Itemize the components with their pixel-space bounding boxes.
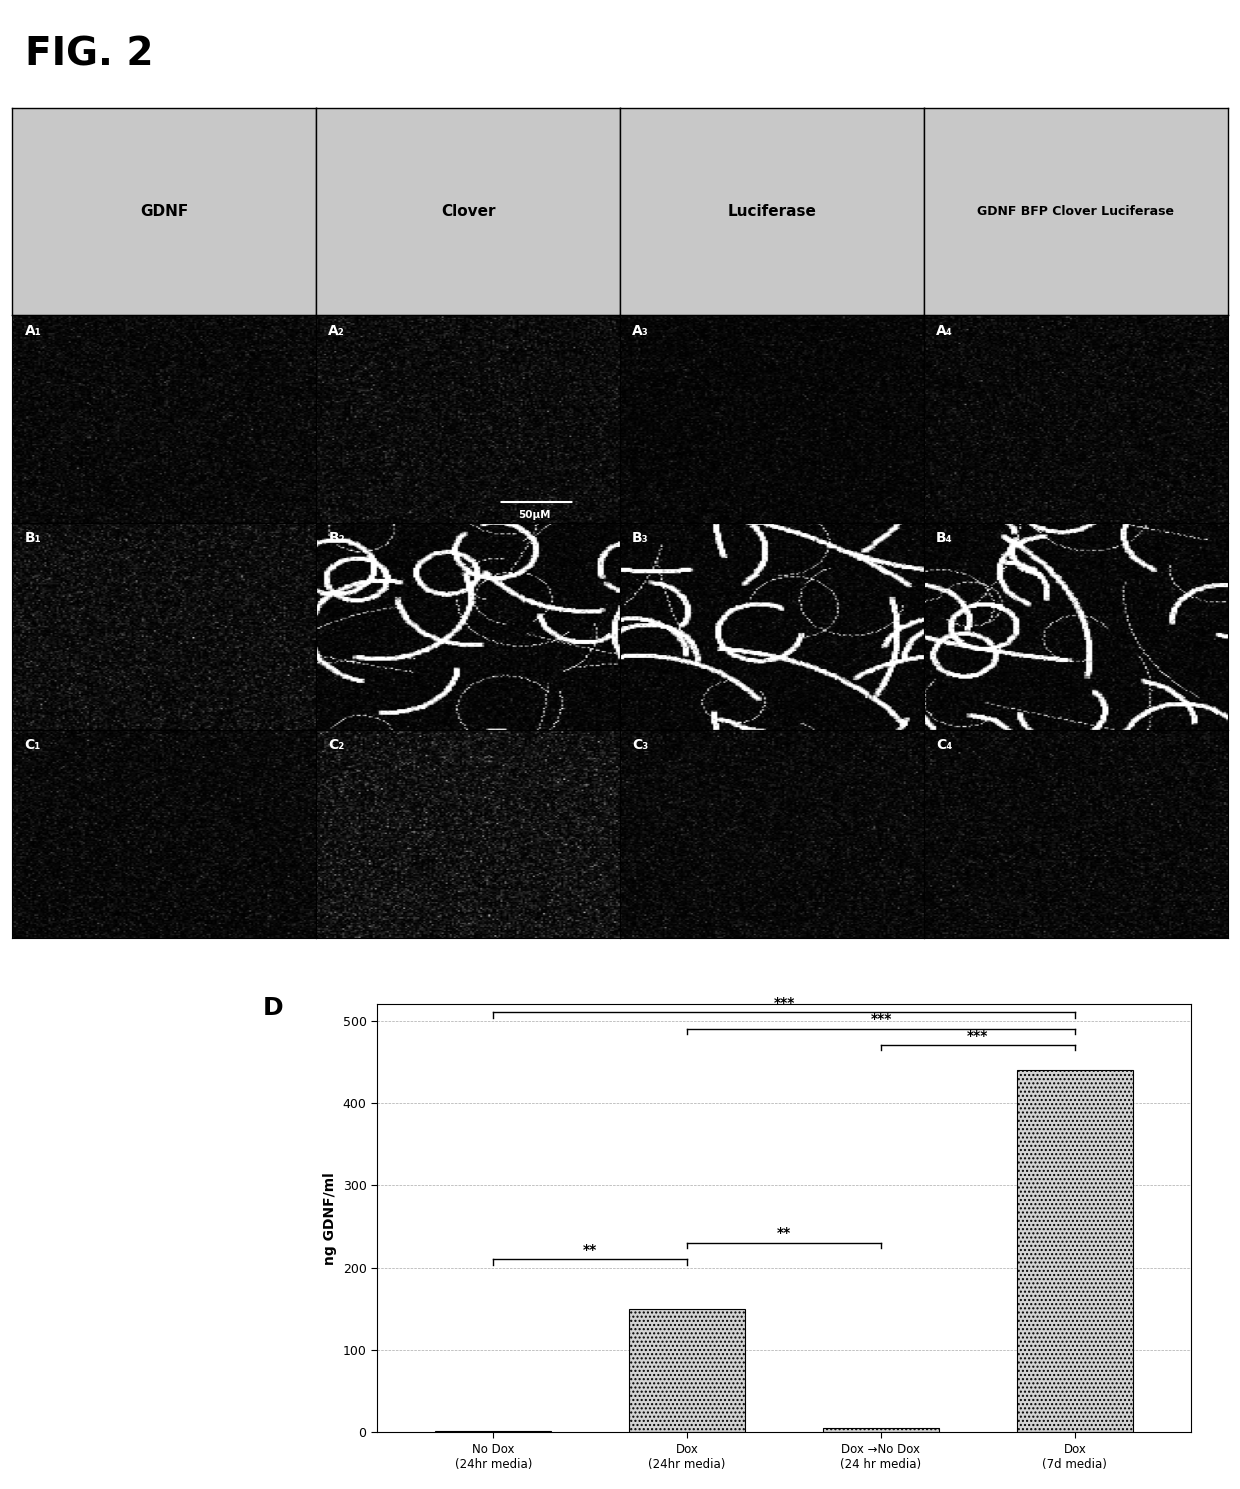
- Text: B₄: B₄: [936, 532, 952, 545]
- Text: 50μM: 50μM: [518, 511, 552, 520]
- Text: A₁: A₁: [25, 323, 41, 338]
- Text: ***: ***: [967, 1029, 988, 1042]
- Text: FIG. 2: FIG. 2: [25, 36, 153, 73]
- Text: Clover: Clover: [441, 204, 495, 219]
- Text: B₂: B₂: [329, 532, 345, 545]
- Bar: [1017, 1071, 1133, 1432]
- Text: ***: ***: [774, 996, 795, 1010]
- Bar: [629, 1309, 745, 1432]
- Text: C₄: C₄: [936, 739, 952, 752]
- Text: GDNF: GDNF: [140, 204, 188, 219]
- Text: C₃: C₃: [632, 739, 649, 752]
- Text: B₃: B₃: [632, 532, 649, 545]
- Text: Luciferase: Luciferase: [728, 204, 816, 219]
- Text: A₄: A₄: [936, 323, 952, 338]
- Text: **: **: [583, 1243, 598, 1257]
- Text: A₂: A₂: [329, 323, 345, 338]
- Text: D: D: [263, 996, 284, 1020]
- Text: ***: ***: [870, 1013, 892, 1026]
- Text: **: **: [777, 1227, 791, 1240]
- Y-axis label: ng GDNF/ml: ng GDNF/ml: [322, 1172, 337, 1264]
- Bar: [823, 1428, 939, 1432]
- Text: B₁: B₁: [25, 532, 41, 545]
- Text: GDNF BFP Clover Luciferase: GDNF BFP Clover Luciferase: [977, 205, 1174, 217]
- Text: C₁: C₁: [25, 739, 41, 752]
- Text: C₂: C₂: [329, 739, 345, 752]
- Text: A₃: A₃: [632, 323, 649, 338]
- Bar: [435, 1431, 552, 1432]
